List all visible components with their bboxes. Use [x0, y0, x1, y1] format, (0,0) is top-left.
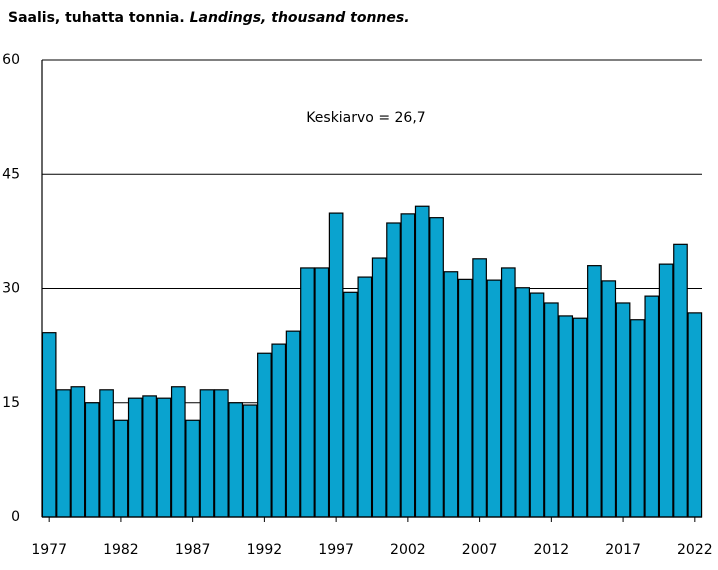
bar — [400, 213, 416, 518]
x-tick-label: 2022 — [677, 542, 713, 558]
x-tick-label: 1992 — [247, 542, 283, 558]
bar — [472, 258, 487, 518]
bar — [170, 386, 186, 518]
x-tick-label: 2002 — [390, 542, 426, 558]
x-tick-label: 1982 — [103, 542, 139, 558]
bar — [687, 312, 703, 518]
x-tick-label: 2007 — [462, 542, 498, 558]
bar — [328, 212, 344, 518]
x-tick-label: 1997 — [318, 542, 354, 558]
bar — [673, 243, 688, 518]
bar — [41, 332, 57, 518]
x-tick-label: 2012 — [534, 542, 570, 558]
x-tick-label: 1977 — [31, 542, 67, 558]
bar — [285, 330, 301, 518]
bar — [500, 267, 516, 518]
bar — [658, 263, 674, 518]
title-main: Saalis, tuhatta tonnia. — [8, 10, 185, 26]
bar — [70, 386, 86, 518]
annotation: Keskiarvo = 26,7 — [306, 110, 425, 126]
y-tick-label: 30 — [2, 281, 20, 297]
y-tick-label: 45 — [2, 166, 20, 182]
bar — [257, 352, 272, 518]
bar — [343, 291, 358, 518]
x-tick-label: 2017 — [605, 542, 641, 558]
bar — [199, 389, 215, 518]
bar — [357, 276, 373, 518]
bar — [644, 295, 660, 518]
y-tick-label: 60 — [2, 52, 20, 68]
bar — [529, 292, 545, 518]
y-tick-label: 0 — [11, 509, 20, 525]
bar — [486, 279, 502, 518]
bar — [127, 397, 143, 518]
bar — [56, 389, 71, 518]
bar — [572, 317, 588, 518]
bar — [142, 395, 157, 518]
bar — [271, 343, 287, 518]
bar — [185, 419, 200, 518]
bar — [630, 319, 645, 518]
bar — [443, 271, 459, 518]
bar — [84, 402, 100, 518]
bar — [601, 280, 617, 518]
bar — [386, 222, 401, 518]
bar — [156, 397, 172, 518]
bar — [558, 315, 574, 518]
bar — [429, 217, 444, 518]
bar — [414, 205, 430, 518]
chart-title: Saalis, tuhatta tonnia. Landings, thousa… — [8, 10, 410, 26]
bar — [113, 419, 129, 518]
bar — [515, 287, 530, 518]
x-tick-label: 1987 — [175, 542, 211, 558]
bar — [457, 278, 473, 518]
title-english: Landings, thousand tonnes. — [190, 10, 410, 26]
y-tick-label: 15 — [2, 395, 20, 411]
bar — [615, 302, 631, 518]
bar — [544, 302, 559, 518]
bar — [587, 265, 602, 518]
bar — [300, 267, 315, 518]
bar — [99, 389, 114, 518]
bar — [214, 389, 229, 518]
bar — [228, 402, 244, 518]
bar — [314, 267, 330, 518]
bar — [242, 404, 258, 518]
bar — [371, 257, 387, 518]
